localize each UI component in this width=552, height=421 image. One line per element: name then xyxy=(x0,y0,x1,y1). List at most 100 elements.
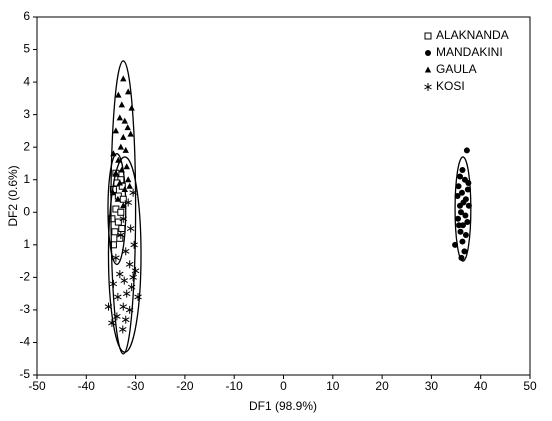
x-tick-label: -30 xyxy=(127,379,145,393)
point-marker xyxy=(465,179,472,186)
point-marker xyxy=(454,193,461,199)
point-marker xyxy=(455,215,462,222)
point-marker xyxy=(116,270,124,279)
point-marker xyxy=(118,225,126,233)
point-marker xyxy=(115,91,122,98)
circle xyxy=(465,202,472,209)
y-tick-label: 1 xyxy=(23,237,30,251)
triangle xyxy=(125,88,132,95)
point-marker xyxy=(457,209,464,216)
confidence-ellipse xyxy=(454,156,472,262)
point-marker xyxy=(125,88,132,95)
point-marker xyxy=(126,224,135,233)
asterisk-stroke xyxy=(108,320,116,326)
circle xyxy=(457,228,464,235)
y-tick-label: 1 xyxy=(23,172,30,186)
point-marker xyxy=(424,83,432,91)
y-tick-label: 2 xyxy=(23,139,30,153)
x-tick-label: 0 xyxy=(280,379,287,393)
asterisk-stroke xyxy=(127,284,136,290)
point-marker xyxy=(464,219,471,226)
x-tick-label: -20 xyxy=(176,379,194,393)
point-marker xyxy=(461,248,468,255)
x-tick-label: 40 xyxy=(474,379,488,393)
legend-label: MANDAKINI xyxy=(436,45,503,59)
point-marker xyxy=(114,195,122,202)
point-marker xyxy=(118,166,125,173)
point-marker xyxy=(456,202,463,209)
x-tick-label: 20 xyxy=(375,379,389,393)
point-marker xyxy=(112,127,120,134)
y-tick-label: -3 xyxy=(19,302,30,316)
circle xyxy=(458,189,465,196)
point-marker xyxy=(128,104,135,111)
point-marker xyxy=(110,150,117,157)
point-marker xyxy=(120,133,127,140)
triangle xyxy=(118,166,125,173)
y-tick-label: 5 xyxy=(23,42,30,56)
point-marker xyxy=(121,117,128,124)
circle xyxy=(462,232,469,239)
asterisk-stroke xyxy=(113,313,121,319)
point-marker xyxy=(124,124,131,131)
circle xyxy=(459,238,466,245)
point-marker xyxy=(462,232,469,239)
asterisk-stroke xyxy=(126,226,135,231)
point-marker xyxy=(458,189,465,196)
triangle xyxy=(117,143,125,150)
asterisk-stroke xyxy=(130,242,138,248)
point-marker xyxy=(119,302,128,311)
triangle xyxy=(112,127,120,134)
triangle xyxy=(123,163,130,170)
asterisk-stroke xyxy=(112,255,120,261)
triangle xyxy=(115,91,122,98)
x-tick-label: -10 xyxy=(226,379,244,393)
triangle xyxy=(124,124,131,131)
triangle xyxy=(120,75,127,82)
legend-label: ALAKNANDA xyxy=(436,28,509,42)
point-marker xyxy=(130,240,138,249)
point-marker xyxy=(122,289,131,298)
y-axis-label: DF2 (0.6%) xyxy=(6,165,20,226)
asterisk-stroke xyxy=(125,307,134,313)
point-marker xyxy=(108,318,116,327)
asterisk-stroke xyxy=(121,317,130,323)
point-marker xyxy=(459,166,466,173)
triangle xyxy=(127,130,134,137)
point-marker xyxy=(463,147,470,154)
circle xyxy=(459,166,466,173)
triangle xyxy=(128,104,135,111)
asterisk-stroke xyxy=(129,274,137,280)
point-marker xyxy=(109,241,117,249)
point-marker xyxy=(462,212,469,219)
triangle xyxy=(122,146,129,153)
point-marker xyxy=(112,253,120,262)
point-marker xyxy=(111,228,119,236)
asterisk-stroke xyxy=(122,291,131,297)
circle xyxy=(452,241,459,248)
y-tick-label: 4 xyxy=(23,74,30,88)
y-tick-label: -4 xyxy=(19,335,30,349)
square xyxy=(118,182,126,190)
asterisk-stroke xyxy=(129,190,137,196)
point-marker xyxy=(452,241,459,248)
point-marker xyxy=(120,276,129,285)
square xyxy=(118,225,126,233)
triangle xyxy=(120,202,127,209)
y-tick-label: -5 xyxy=(19,367,30,381)
point-marker xyxy=(464,186,471,193)
x-tick-label: -50 xyxy=(28,379,46,393)
asterisk-stroke xyxy=(109,281,118,287)
y-tick-label: -2 xyxy=(19,270,30,284)
point-marker xyxy=(117,208,125,216)
circle xyxy=(458,254,465,261)
circle xyxy=(454,193,461,199)
point-marker xyxy=(116,179,124,186)
triangle xyxy=(116,114,124,121)
point-marker xyxy=(127,130,134,137)
circle xyxy=(455,183,462,190)
circle xyxy=(457,209,464,216)
asterisk-stroke xyxy=(114,294,122,300)
point-marker xyxy=(125,305,134,314)
